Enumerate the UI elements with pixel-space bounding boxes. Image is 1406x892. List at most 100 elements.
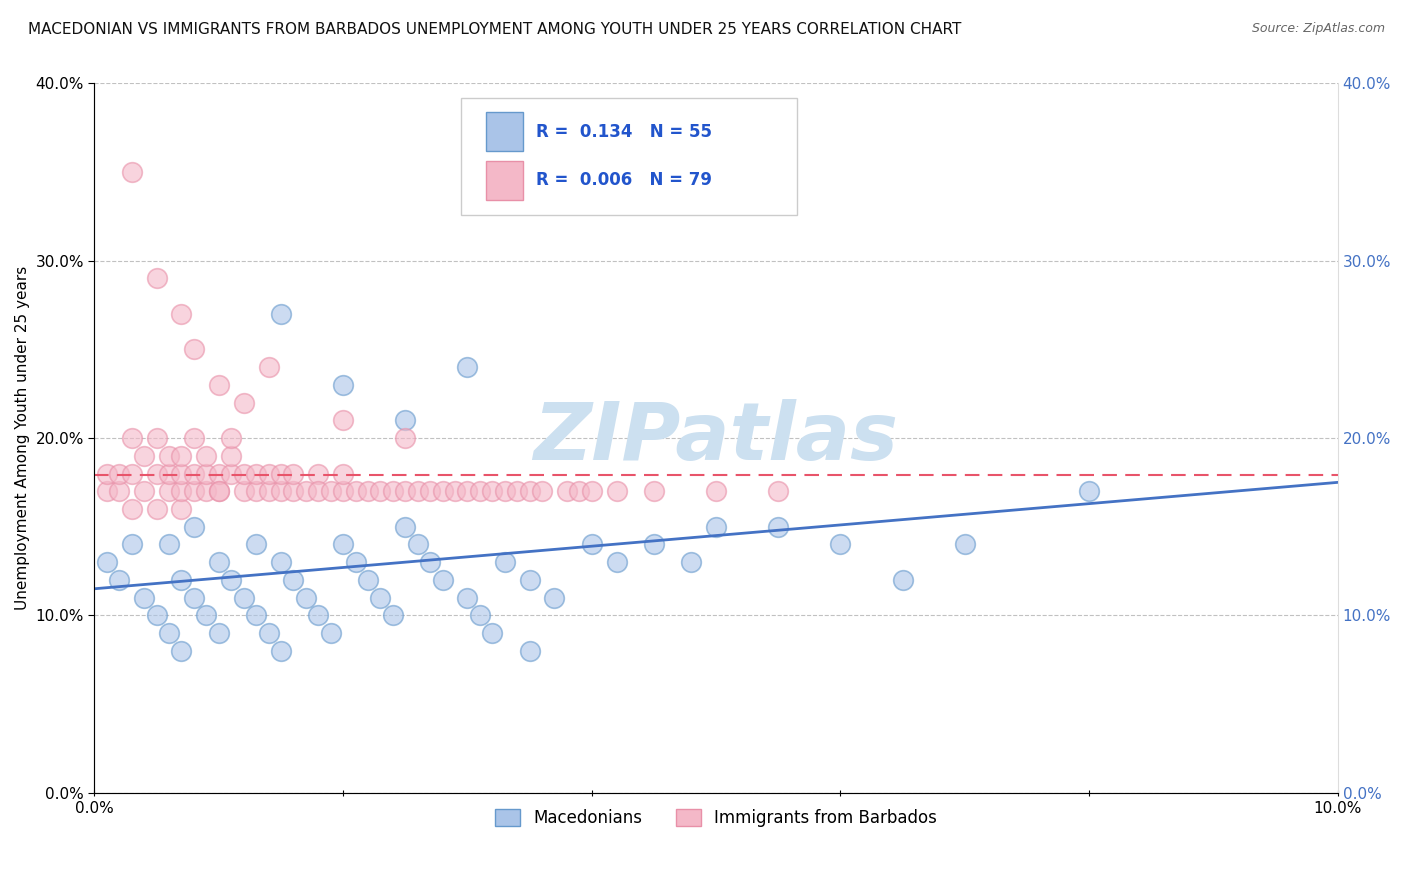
Point xyxy=(1078,484,1101,499)
Point xyxy=(145,608,167,623)
Point xyxy=(108,484,131,499)
Point xyxy=(232,395,254,409)
Point xyxy=(170,307,193,321)
Point xyxy=(406,484,429,499)
Point xyxy=(183,519,205,533)
Point xyxy=(394,484,416,499)
Point xyxy=(134,484,156,499)
Point xyxy=(157,537,180,551)
Point xyxy=(121,537,143,551)
Point xyxy=(219,449,242,463)
Point xyxy=(270,467,292,481)
Point xyxy=(568,484,591,499)
FancyBboxPatch shape xyxy=(461,97,797,215)
Point xyxy=(332,484,354,499)
Point xyxy=(543,591,565,605)
Y-axis label: Unemployment Among Youth under 25 years: Unemployment Among Youth under 25 years xyxy=(15,266,30,610)
Point xyxy=(108,573,131,587)
Point xyxy=(257,360,280,375)
Point xyxy=(283,484,305,499)
Text: R =  0.134   N = 55: R = 0.134 N = 55 xyxy=(536,123,711,141)
Point xyxy=(307,484,329,499)
Point xyxy=(295,484,318,499)
Point xyxy=(219,573,242,587)
Point xyxy=(332,377,354,392)
Point xyxy=(506,484,529,499)
Bar xyxy=(486,161,523,200)
Point xyxy=(766,484,789,499)
Point xyxy=(96,484,118,499)
Point xyxy=(219,431,242,445)
Point xyxy=(157,626,180,640)
Point xyxy=(170,644,193,658)
Point xyxy=(183,591,205,605)
Text: Source: ZipAtlas.com: Source: ZipAtlas.com xyxy=(1251,22,1385,36)
Point xyxy=(170,467,193,481)
Point xyxy=(606,555,628,569)
Point xyxy=(494,555,516,569)
Point xyxy=(245,608,267,623)
Point xyxy=(245,467,267,481)
Point xyxy=(157,467,180,481)
Point xyxy=(643,484,665,499)
Point xyxy=(704,519,727,533)
Point xyxy=(183,467,205,481)
Point xyxy=(830,537,852,551)
Point xyxy=(170,502,193,516)
Point xyxy=(257,626,280,640)
Point xyxy=(208,484,231,499)
Point xyxy=(121,467,143,481)
Bar xyxy=(486,112,523,152)
Point xyxy=(134,449,156,463)
Point xyxy=(381,608,404,623)
Point xyxy=(195,484,218,499)
Point xyxy=(419,484,441,499)
Point xyxy=(307,608,329,623)
Point xyxy=(332,537,354,551)
Point xyxy=(704,484,727,499)
Point xyxy=(344,555,367,569)
Point xyxy=(195,449,218,463)
Point xyxy=(121,502,143,516)
Point xyxy=(319,484,342,499)
Point xyxy=(257,467,280,481)
Point xyxy=(357,573,380,587)
Point xyxy=(357,484,380,499)
Point xyxy=(319,626,342,640)
Point xyxy=(394,413,416,427)
Text: MACEDONIAN VS IMMIGRANTS FROM BARBADOS UNEMPLOYMENT AMONG YOUTH UNDER 25 YEARS C: MACEDONIAN VS IMMIGRANTS FROM BARBADOS U… xyxy=(28,22,962,37)
Point xyxy=(307,467,329,481)
Point xyxy=(581,484,603,499)
Point xyxy=(381,484,404,499)
Point xyxy=(270,484,292,499)
Point xyxy=(519,484,541,499)
Point xyxy=(232,467,254,481)
Point xyxy=(283,573,305,587)
Point xyxy=(530,484,553,499)
Point xyxy=(96,555,118,569)
Point xyxy=(270,644,292,658)
Point xyxy=(406,537,429,551)
Point xyxy=(444,484,467,499)
Point xyxy=(170,484,193,499)
Point xyxy=(257,484,280,499)
Point xyxy=(606,484,628,499)
Point xyxy=(394,431,416,445)
Text: R =  0.006   N = 79: R = 0.006 N = 79 xyxy=(536,171,711,189)
Point xyxy=(183,343,205,357)
Point xyxy=(232,484,254,499)
Point xyxy=(481,484,503,499)
Point xyxy=(134,591,156,605)
Point xyxy=(370,591,392,605)
Legend: Macedonians, Immigrants from Barbados: Macedonians, Immigrants from Barbados xyxy=(488,803,943,834)
Point xyxy=(456,360,478,375)
Point xyxy=(145,467,167,481)
Point xyxy=(344,484,367,499)
Point xyxy=(170,573,193,587)
Point xyxy=(121,165,143,179)
Point xyxy=(208,555,231,569)
Point xyxy=(96,467,118,481)
Point xyxy=(245,537,267,551)
Point xyxy=(183,431,205,445)
Point xyxy=(468,608,491,623)
